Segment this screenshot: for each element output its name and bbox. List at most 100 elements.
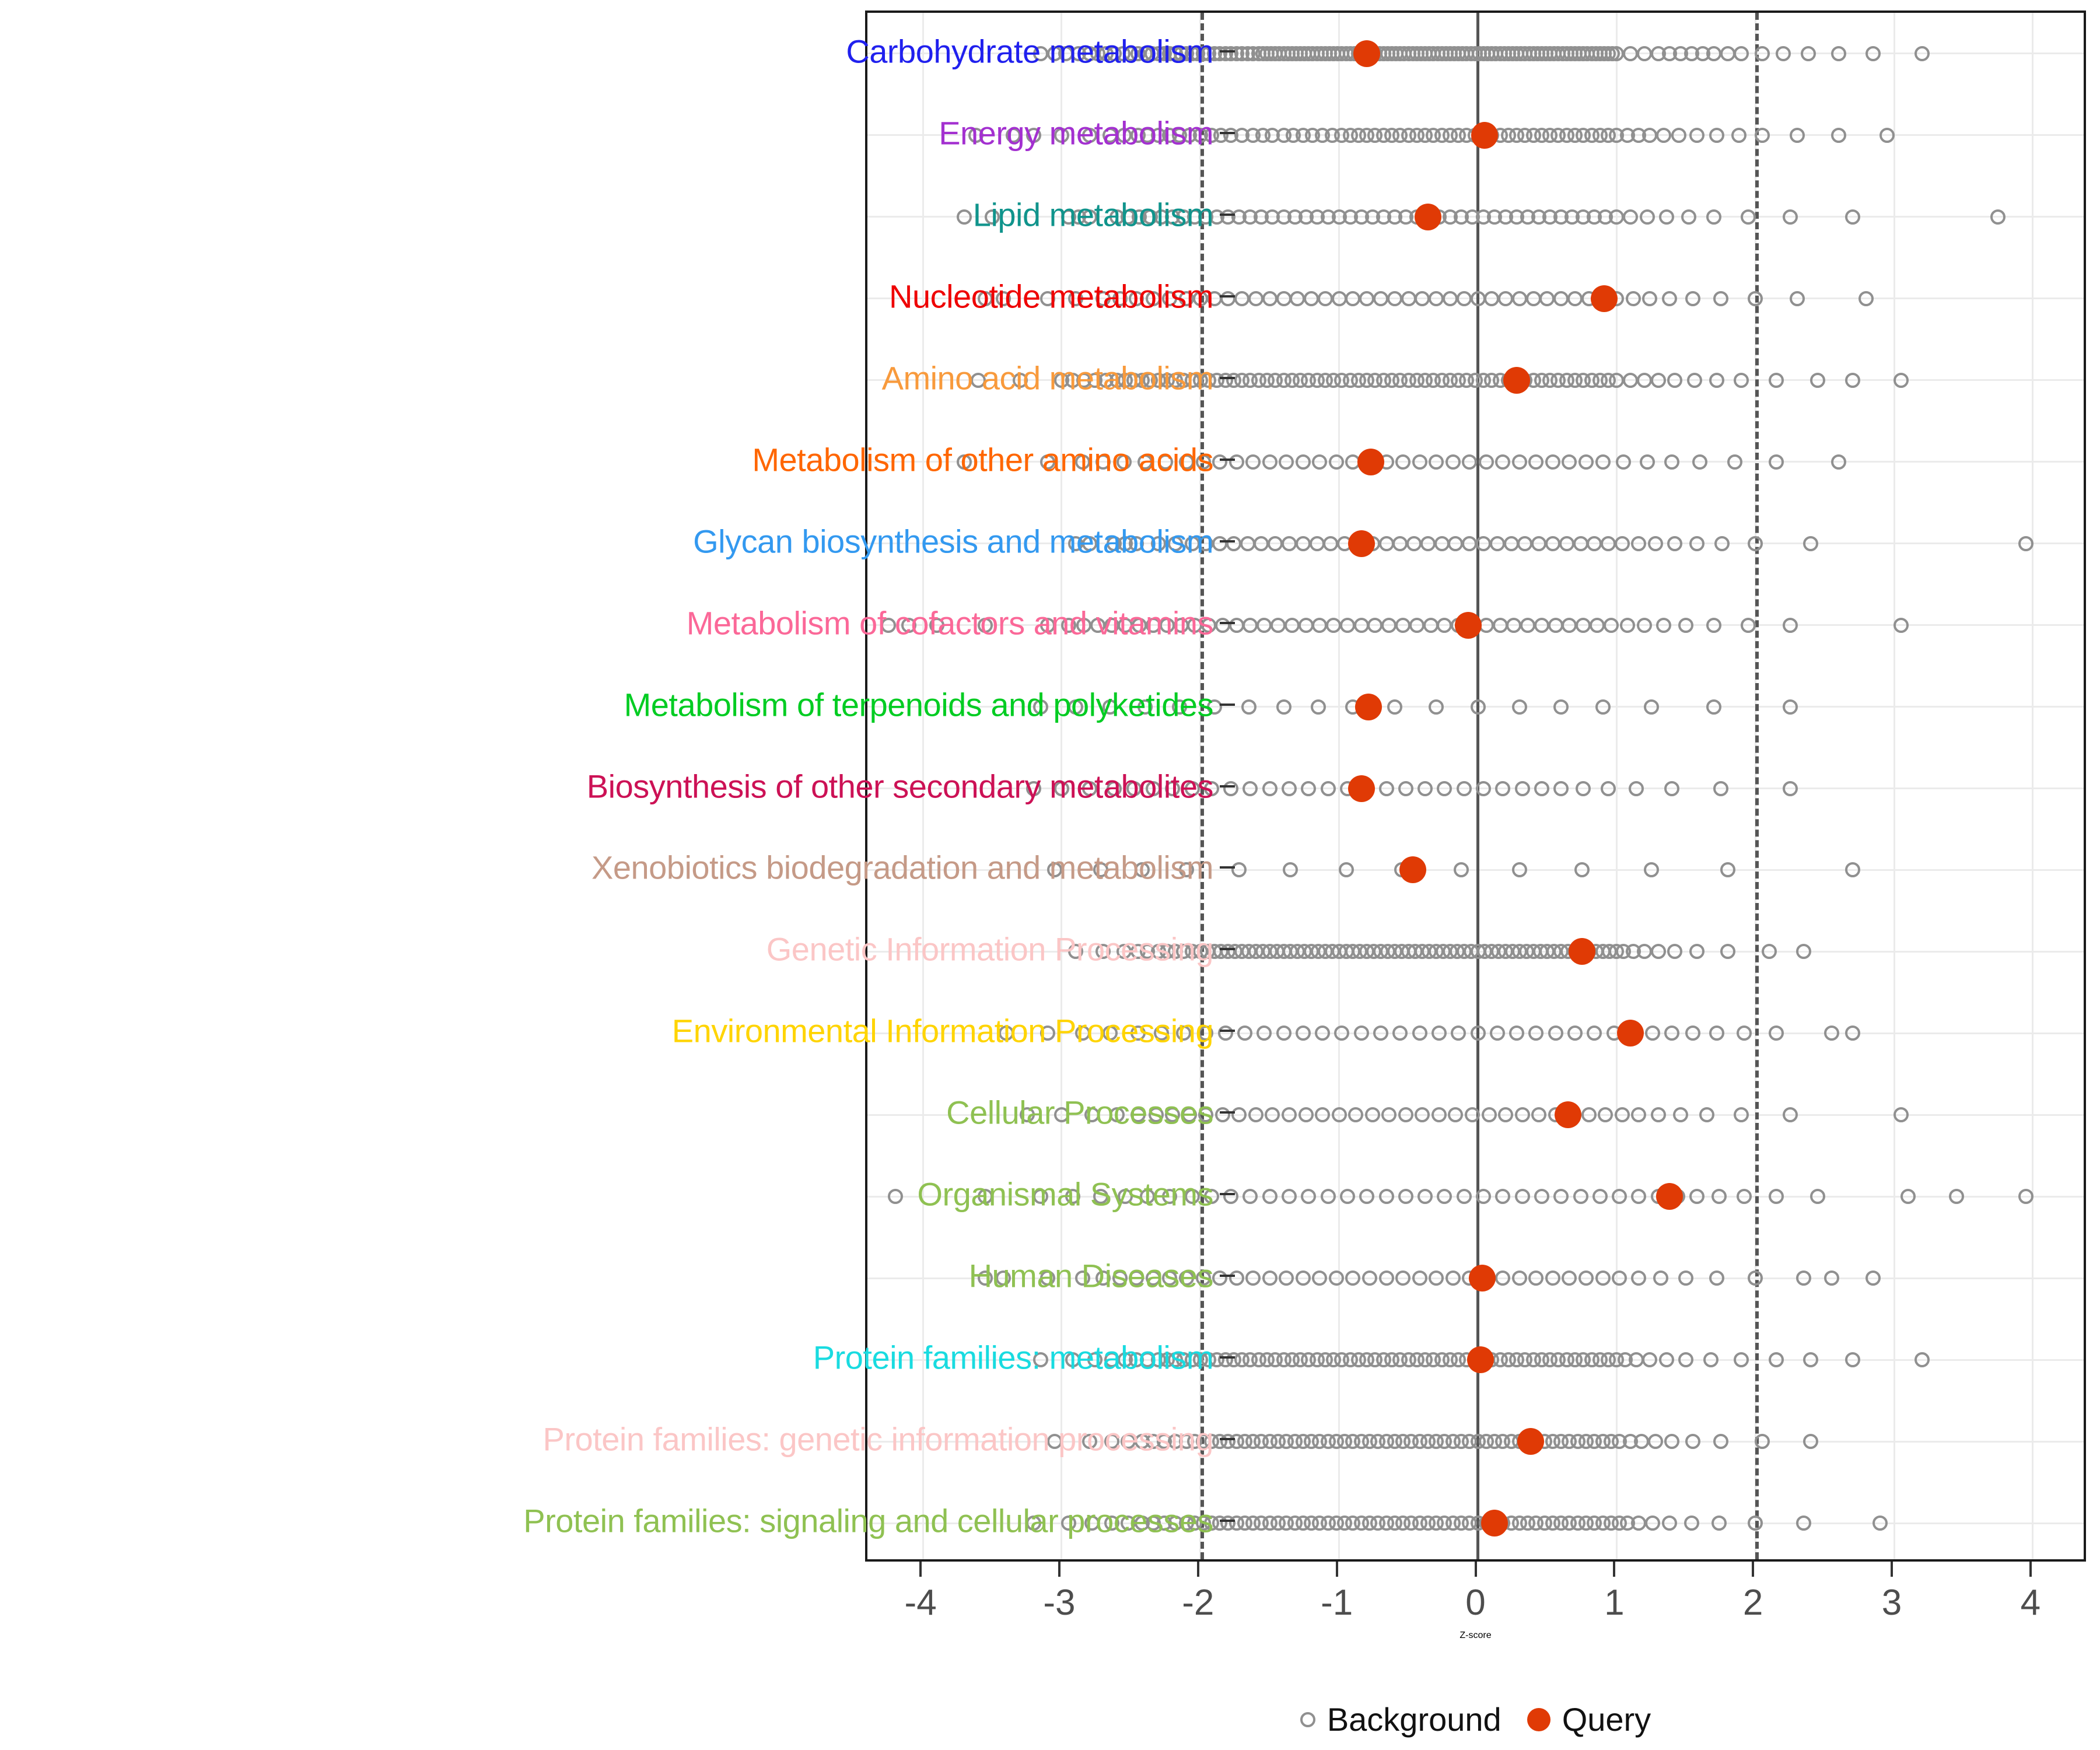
background-point: [1415, 1107, 1430, 1123]
background-point: [1401, 290, 1416, 306]
background-point: [1741, 209, 1756, 225]
background-point: [1755, 127, 1770, 143]
query-point[interactable]: [1656, 1183, 1683, 1210]
background-point: [1129, 1270, 1144, 1286]
background-point: [1241, 699, 1257, 715]
reference-line-dashed: [1200, 13, 1204, 1559]
background-point: [1392, 1026, 1408, 1041]
background-point: [1068, 944, 1083, 960]
background-point: [1664, 1026, 1680, 1041]
background-point: [1456, 290, 1472, 306]
background-point: [1734, 1352, 1749, 1368]
background-point: [1667, 536, 1683, 551]
background-point: [1712, 1516, 1727, 1531]
background-point: [1803, 1352, 1819, 1368]
query-point[interactable]: [1555, 1101, 1582, 1129]
query-point[interactable]: [1467, 1346, 1494, 1374]
background-point: [1598, 1107, 1614, 1123]
background-point: [1616, 454, 1632, 470]
background-point: [1634, 1434, 1650, 1450]
background-point: [1706, 209, 1721, 225]
background-point: [1172, 699, 1188, 715]
background-point: [1423, 617, 1438, 633]
background-point: [1642, 290, 1658, 306]
query-point[interactable]: [1590, 285, 1618, 312]
query-point[interactable]: [1348, 775, 1375, 802]
background-point: [1265, 1107, 1280, 1123]
background-point: [1040, 1026, 1056, 1041]
background-point: [1511, 1270, 1527, 1286]
background-point: [1489, 1026, 1505, 1041]
background-point: [1824, 1026, 1839, 1041]
query-point[interactable]: [1454, 611, 1482, 639]
query-point[interactable]: [1357, 448, 1385, 475]
background-point: [1040, 290, 1056, 306]
background-point: [1214, 1107, 1230, 1123]
background-point: [1082, 1434, 1097, 1450]
x-axis-title: Z-score: [1460, 1630, 1492, 1640]
y-axis-label: Glycan biosynthesis and metabolism: [693, 523, 1213, 560]
background-point: [1040, 1270, 1056, 1286]
background-point: [1603, 617, 1619, 633]
background-point: [1304, 290, 1320, 306]
background-point: [957, 209, 972, 225]
background-point: [1179, 862, 1195, 878]
background-point: [1378, 1270, 1394, 1286]
background-point: [1040, 617, 1056, 633]
query-point[interactable]: [1568, 938, 1595, 965]
query-point[interactable]: [1353, 40, 1381, 67]
background-point: [1065, 1352, 1080, 1368]
y-axis-tick: [1220, 1356, 1235, 1359]
y-axis-tick: [1220, 50, 1235, 52]
y-axis-label: Genetic Information Processing: [766, 930, 1214, 968]
background-point: [1553, 290, 1569, 306]
x-axis-tick-label: -1: [1321, 1583, 1353, 1623]
open-circle-icon: [1300, 1712, 1315, 1727]
background-point: [1112, 290, 1128, 306]
background-point: [1678, 1270, 1694, 1286]
background-point: [1642, 127, 1658, 143]
background-point: [1476, 1189, 1491, 1205]
background-point: [1845, 862, 1860, 878]
query-point[interactable]: [1481, 1510, 1508, 1537]
query-point[interactable]: [1517, 1428, 1544, 1455]
background-point: [1312, 1270, 1328, 1286]
background-point: [1866, 46, 1881, 61]
query-point[interactable]: [1617, 1020, 1644, 1047]
background-point: [1559, 536, 1574, 551]
background-point: [1609, 46, 1625, 61]
background-point: [1831, 454, 1846, 470]
x-axis-tick-label: -4: [904, 1583, 937, 1623]
background-point: [1338, 862, 1354, 878]
background-point: [1590, 617, 1605, 633]
background-point: [1096, 1270, 1111, 1286]
background-point: [1768, 372, 1784, 388]
background-point: [1283, 862, 1298, 878]
query-point[interactable]: [1348, 530, 1375, 557]
background-point: [1315, 1107, 1331, 1123]
background-point: [1298, 617, 1314, 633]
background-point: [1470, 290, 1486, 306]
query-point[interactable]: [1503, 366, 1531, 394]
background-point: [1686, 372, 1702, 388]
legend-label-background: Background: [1326, 1701, 1502, 1738]
background-point: [1667, 944, 1683, 960]
background-point: [1418, 780, 1433, 796]
gridline-vertical: [1338, 13, 1340, 1559]
query-point[interactable]: [1414, 203, 1441, 230]
y-axis-label: Xenobiotics biodegradation and metabolis…: [592, 849, 1213, 886]
query-point[interactable]: [1468, 1265, 1496, 1292]
background-point: [1162, 1270, 1178, 1286]
query-point[interactable]: [1399, 856, 1426, 884]
background-point: [1312, 617, 1328, 633]
y-axis-tick: [1220, 621, 1235, 624]
query-point[interactable]: [1471, 121, 1499, 149]
background-point: [996, 290, 1012, 306]
x-axis-tick: [1196, 1562, 1199, 1577]
background-point: [1893, 617, 1909, 633]
query-point[interactable]: [1354, 693, 1382, 720]
background-point: [1456, 780, 1472, 796]
background-point: [1203, 780, 1219, 796]
background-point: [1339, 1189, 1355, 1205]
y-axis-label: Cellular Processes: [946, 1094, 1213, 1131]
